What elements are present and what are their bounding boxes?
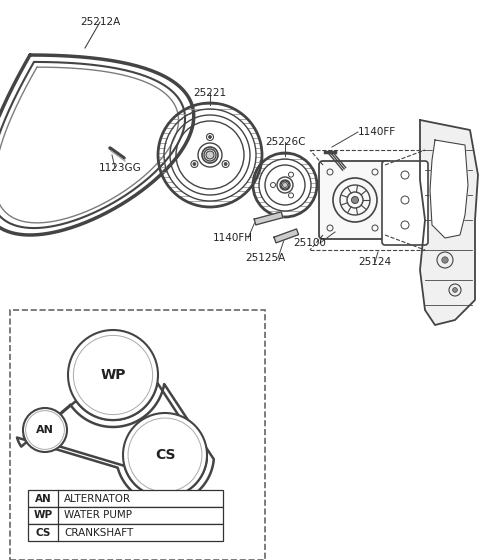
Text: 1123GG: 1123GG	[98, 163, 142, 173]
Text: 25212A: 25212A	[80, 17, 120, 27]
Text: 25226C: 25226C	[265, 137, 305, 147]
Bar	[28, 507, 223, 524]
Text: AN: AN	[36, 425, 54, 435]
Text: 1140FF: 1140FF	[358, 127, 396, 137]
Circle shape	[68, 330, 158, 420]
Circle shape	[193, 162, 196, 166]
Text: WP: WP	[100, 368, 126, 382]
Polygon shape	[420, 120, 478, 325]
Polygon shape	[430, 140, 468, 238]
Text: 25125A: 25125A	[245, 253, 285, 263]
Text: 25221: 25221	[193, 88, 227, 98]
FancyBboxPatch shape	[319, 161, 391, 239]
Polygon shape	[274, 229, 299, 243]
Text: 25124: 25124	[359, 257, 392, 267]
Text: WATER PUMP: WATER PUMP	[64, 511, 132, 520]
Circle shape	[208, 136, 212, 138]
Circle shape	[351, 197, 359, 203]
Text: 1140FH: 1140FH	[213, 233, 253, 243]
Circle shape	[442, 257, 448, 263]
Text: 25100: 25100	[294, 238, 326, 248]
Circle shape	[224, 162, 227, 166]
Text: CS: CS	[36, 528, 51, 538]
Polygon shape	[254, 212, 283, 225]
Text: CRANKSHAFT: CRANKSHAFT	[64, 528, 133, 538]
Bar	[28, 490, 223, 507]
FancyBboxPatch shape	[382, 161, 428, 245]
Text: AN: AN	[35, 493, 51, 503]
Circle shape	[123, 413, 207, 497]
Text: ALTERNATOR: ALTERNATOR	[64, 493, 131, 503]
Text: CS: CS	[155, 448, 175, 462]
Text: WP: WP	[34, 511, 53, 520]
Circle shape	[453, 288, 457, 292]
Bar	[10, 310, 265, 560]
Circle shape	[206, 151, 214, 159]
Circle shape	[283, 183, 288, 188]
Bar	[28, 524, 223, 541]
Circle shape	[23, 408, 67, 452]
